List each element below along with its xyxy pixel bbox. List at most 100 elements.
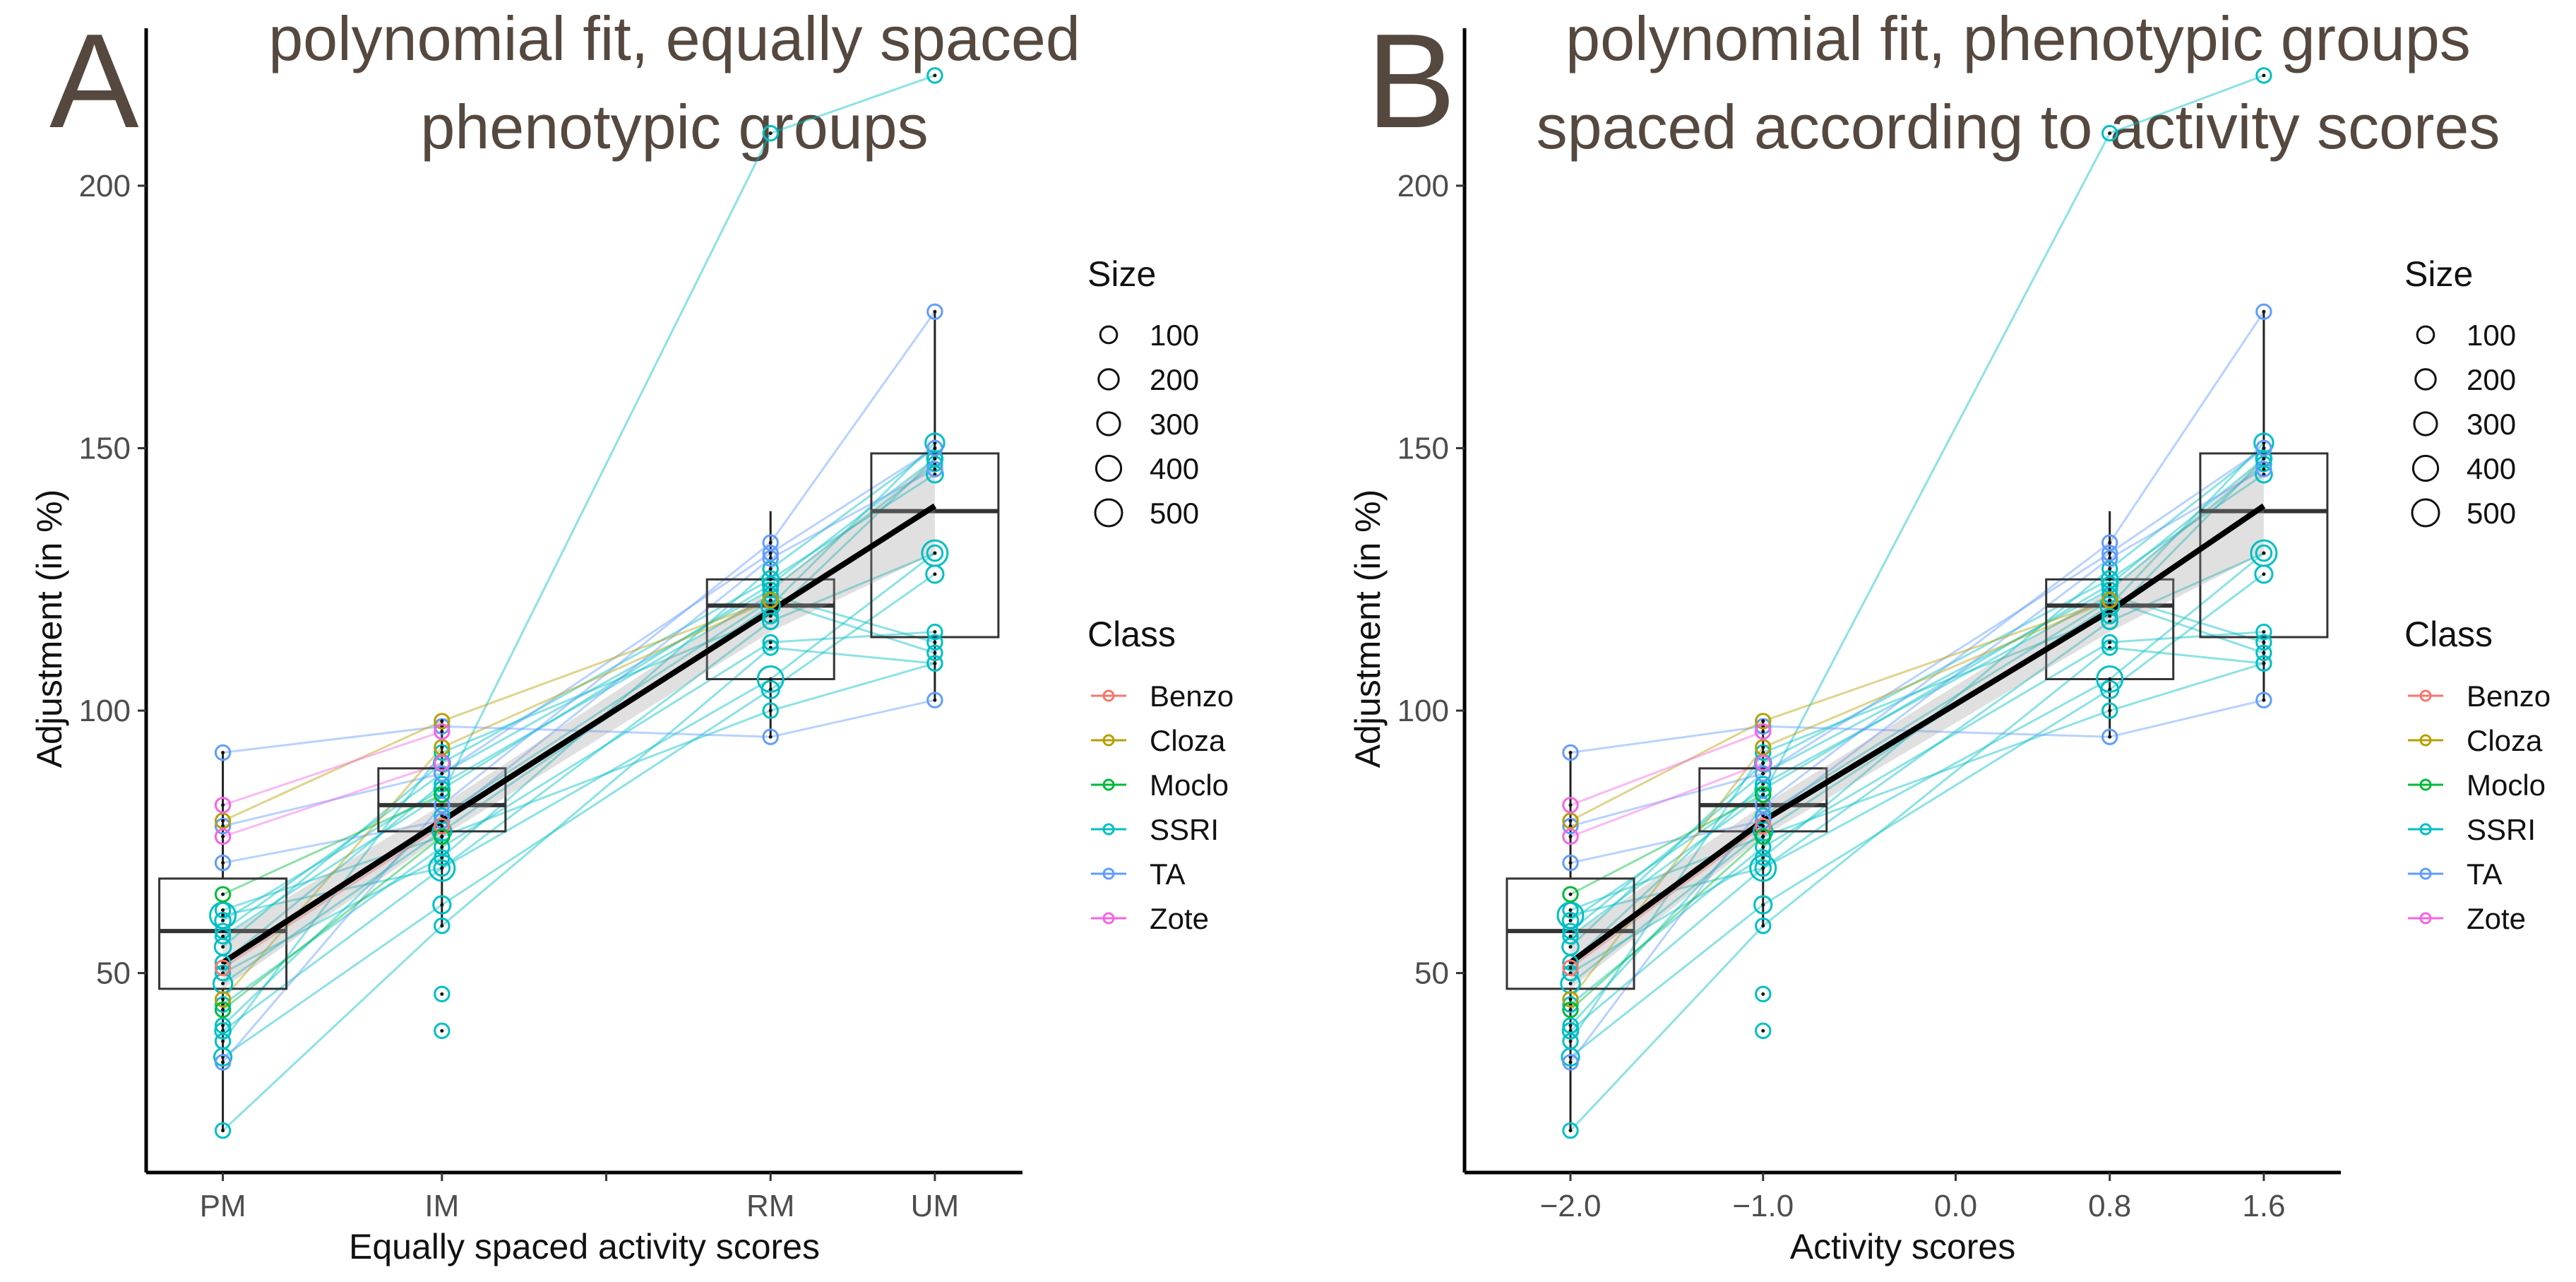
data-point-center [1568,1060,1573,1064]
legend-size-title: Size [1087,254,1156,294]
data-point-ta [1562,817,1579,835]
data-point-center [768,735,773,739]
data-point-ssri [2101,607,2118,624]
data-point-zote [1755,723,1772,740]
data-point-center [1568,751,1573,755]
data-point-center [2262,73,2266,78]
legend-class-symbol [2419,734,2432,747]
y-tick-label: 50 [1414,956,1449,991]
subject-line-ssri [222,599,936,1026]
data-point-center [1568,861,1573,865]
data-point-center [2108,687,2112,692]
data-point-center [440,730,444,734]
data-point-ssri [762,702,779,719]
data-point-moclo [214,1001,232,1019]
data-point-ssri [1755,918,1772,934]
data-point-ssri [762,124,779,142]
data-point-cloza [762,592,779,609]
data-point-center [2262,698,2266,702]
data-point-center [933,73,937,78]
legend-class-label: Cloza [1150,724,1226,757]
data-point-center [1761,793,1765,797]
data-point-center [440,903,444,907]
data-point-ssri [2255,655,2272,672]
data-point-center [1568,918,1573,922]
data-point-ssri [2096,665,2124,693]
data-point-moclo [434,786,451,803]
data-point-cloza [214,812,232,829]
data-point-ta [1755,812,1772,829]
data-point-center [1761,845,1765,849]
data-point-center [1568,934,1573,939]
data-point-center [2108,614,2112,618]
data-point-center [1568,913,1573,918]
data-point-center [2262,551,2266,555]
data-point-ssri [762,607,779,624]
legend-class-symbol [1102,823,1115,836]
data-point-ssri [1755,744,1772,761]
y-axis-title: Adjustment (in %) [30,489,69,768]
subject-line-ssri [1569,646,2265,1132]
data-point-center [2108,131,2112,136]
data-point-center [768,708,773,713]
data-point-center [2108,735,2112,739]
data-point-center [2262,467,2266,471]
data-point-ssri [1562,1122,1579,1139]
data-point-ssri [214,1017,232,1034]
data-point-center [2262,446,2266,450]
data-points [1556,67,2278,1139]
data-point-ssri [1562,922,1579,939]
data-point-center [2108,598,2112,603]
data-point-ssri [214,1022,232,1040]
y-tick-label: 100 [1397,694,1449,728]
data-point-ta [2101,728,2118,745]
data-point-moclo [1755,828,1772,845]
legend-size-symbol [1094,498,1123,528]
data-point-ssri [1754,859,1772,877]
data-point-ssri [1755,776,1772,793]
data-point-moclo [1562,1001,1579,1019]
data-point-cloza [1562,991,1579,1008]
data-point-ssri [434,807,451,824]
data-point-ssri [1753,895,1773,915]
data-point-ssri [434,776,451,793]
data-point-center [1761,855,1765,860]
data-point-ssri [1755,985,1772,1003]
data-point-center [440,771,444,776]
data-point-center [221,997,225,1002]
chart-title-line: polynomial fit, equally spaced [268,4,1080,73]
subject-line-zote [222,761,443,838]
data-point-center [768,577,773,581]
data-point-center [1568,819,1573,823]
data-point-center [933,630,937,634]
data-point-center [221,944,225,949]
data-point-center [1761,761,1765,765]
legend-size-label: 200 [2467,363,2516,396]
data-point-ta [434,812,451,829]
subject-line-zote [1570,730,1764,807]
data-point-center [221,908,225,912]
data-point-ssri [2250,539,2278,567]
legend-size-label: 200 [1150,363,1199,396]
data-point-ssri [761,612,780,631]
data-point-center [1568,1129,1573,1133]
subject-line-moclo [222,836,443,1011]
data-point-ssri [434,918,451,934]
data-point-center [1761,992,1765,996]
legend-class-symbol [2419,912,2432,925]
legend-class-label: Moclo [2467,768,2546,802]
data-point-zote [214,828,232,845]
data-point-benzo [214,959,232,976]
data-point-ssri [1562,927,1579,945]
data-point-center [1568,1023,1573,1028]
data-point-ta [762,545,779,562]
data-point-zote [214,797,232,814]
data-point-center [440,793,444,797]
data-point-benzo [1755,817,1772,835]
legend-size-symbol [1096,411,1121,437]
data-point-center [768,614,773,618]
legend-class-label: Moclo [1150,768,1229,802]
data-point-ssri [432,895,452,915]
data-point-ta [434,797,451,814]
subject-line-ssri [1570,631,2265,1006]
